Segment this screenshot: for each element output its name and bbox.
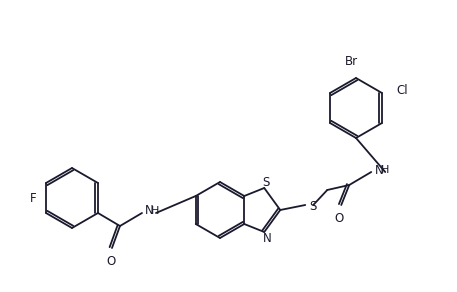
Text: F: F — [29, 192, 36, 204]
Text: H: H — [381, 165, 390, 175]
Text: O: O — [335, 212, 344, 225]
Text: N: N — [375, 164, 384, 176]
Text: N: N — [145, 204, 154, 218]
Text: S: S — [263, 175, 270, 189]
Text: O: O — [106, 255, 116, 268]
Text: Br: Br — [345, 55, 357, 68]
Text: Cl: Cl — [396, 84, 408, 98]
Text: H: H — [151, 206, 159, 216]
Text: S: S — [309, 199, 317, 213]
Text: N: N — [263, 232, 271, 246]
